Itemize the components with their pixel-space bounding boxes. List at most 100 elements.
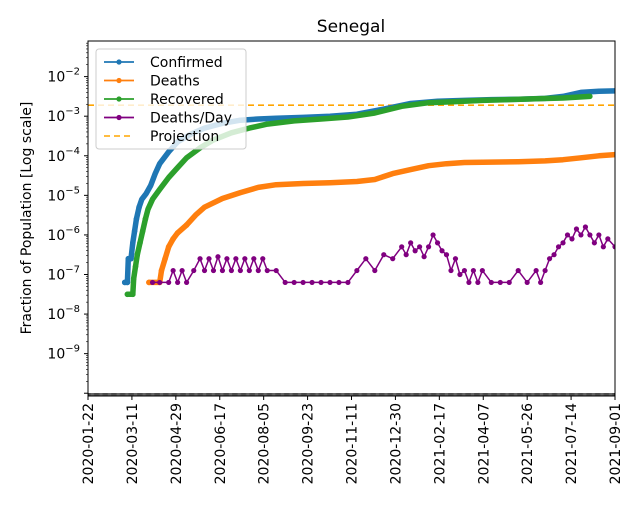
legend-label: Deaths/Day [150, 111, 232, 127]
legend-marker [116, 59, 122, 65]
data-point [137, 240, 143, 246]
x-tick-label: 2021-05-26 [520, 403, 536, 484]
data-point [425, 244, 432, 250]
data-point [166, 279, 172, 286]
data-point [479, 267, 485, 274]
data-point [219, 267, 226, 274]
data-point [533, 267, 539, 274]
data-point [191, 267, 197, 274]
data-point [327, 279, 333, 286]
data-point [390, 256, 396, 262]
data-point [124, 279, 131, 286]
data-point [142, 216, 149, 222]
data-point [612, 244, 615, 250]
data-point [443, 252, 450, 258]
series-deaths [146, 151, 615, 286]
data-point [233, 256, 239, 262]
data-point [421, 254, 427, 260]
data-point [430, 232, 436, 238]
x-tick-label: 2020-04-29 [169, 403, 185, 484]
series-deaths-day [149, 224, 615, 286]
data-point [542, 267, 548, 274]
data-point [461, 267, 468, 274]
data-point [470, 267, 476, 274]
data-point [363, 256, 369, 262]
data-point [573, 226, 580, 232]
data-point [403, 252, 409, 258]
x-tick-label: 2020-12-30 [388, 403, 404, 484]
legend-box [95, 48, 247, 150]
data-point [133, 216, 140, 222]
data-point [600, 244, 606, 250]
data-point [546, 256, 553, 262]
x-tick-label: 2020-09-23 [301, 403, 317, 484]
data-point [130, 240, 136, 246]
data-point [452, 256, 459, 262]
data-point [336, 279, 342, 286]
data-point [124, 291, 131, 298]
y-tick-label: 10−5 [47, 185, 80, 204]
data-point [132, 263, 139, 270]
data-point [475, 279, 481, 286]
data-point [372, 267, 378, 274]
data-point [170, 236, 176, 242]
legend-item-projection: Projection [104, 129, 219, 145]
data-point [130, 275, 137, 282]
data-point [524, 279, 530, 286]
data-point [497, 279, 503, 286]
data-point [157, 279, 163, 286]
data-point [183, 222, 190, 228]
data-point [578, 232, 584, 238]
legend-item-confirmed: Confirmed [104, 55, 223, 71]
y-tick-label: 10−3 [47, 106, 80, 125]
data-point [555, 244, 562, 250]
data-point [399, 244, 405, 250]
y-tick-label: 10−6 [47, 225, 80, 244]
data-point [591, 240, 597, 246]
data-point [560, 240, 566, 246]
data-point [417, 244, 423, 250]
legend-label: Confirmed [150, 55, 223, 71]
y-tick-label: 10−4 [47, 146, 80, 165]
data-point [457, 271, 463, 278]
legend-label: Recovered [150, 92, 224, 108]
data-point [273, 267, 279, 274]
x-tick-label: 2021-04-07 [476, 403, 492, 484]
legend-marker [116, 96, 122, 102]
legend-label: Projection [150, 129, 219, 145]
data-point [251, 256, 257, 262]
y-tick-label: 10−2 [47, 67, 80, 86]
data-point [183, 279, 190, 286]
y-tick-label: 10−8 [47, 304, 80, 323]
data-point [551, 252, 557, 258]
data-point [582, 224, 589, 230]
data-point [131, 228, 138, 234]
data-point [175, 279, 181, 286]
x-tick-label: 2020-03-11 [125, 403, 141, 484]
data-point [596, 232, 602, 238]
data-point [246, 267, 252, 274]
data-point [130, 291, 136, 298]
x-tick-label: 2020-08-05 [257, 403, 273, 484]
data-point [264, 267, 270, 274]
data-point [228, 267, 235, 274]
data-point [165, 243, 172, 250]
data-point [174, 230, 181, 236]
data-point [564, 232, 571, 238]
legend-marker [116, 114, 122, 121]
data-point [179, 267, 185, 274]
data-point [412, 248, 418, 254]
data-point [197, 256, 203, 262]
legend-item-deaths-day: Deaths/Day [104, 111, 232, 127]
data-point [587, 232, 593, 238]
x-tick-label: 2021-02-17 [432, 403, 448, 484]
data-point [158, 267, 165, 274]
data-point [128, 255, 134, 262]
data-point [488, 279, 494, 286]
data-point [515, 267, 521, 274]
x-tick-label: 2021-09-01 [608, 403, 624, 484]
data-point [260, 256, 266, 262]
data-point [136, 204, 142, 211]
chart-title: Senegal [317, 17, 385, 37]
data-point [605, 236, 611, 242]
